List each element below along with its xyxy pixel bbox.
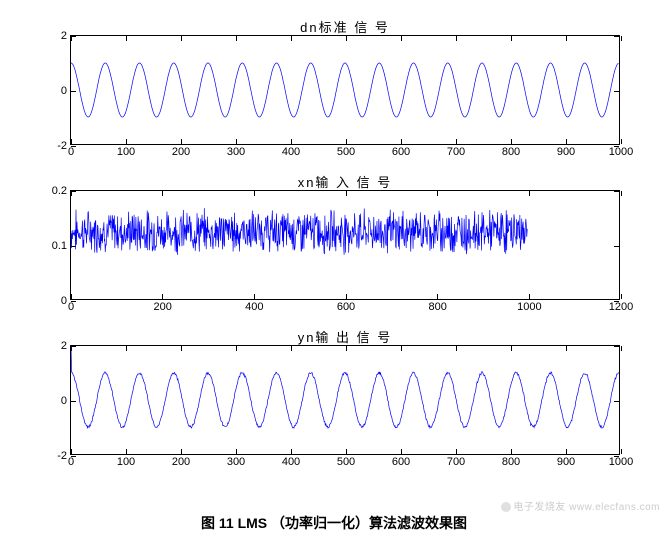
x-tick-label: 600: [392, 146, 410, 158]
subplot-title: xn输 入 信 号: [70, 172, 620, 191]
x-tick-label: 100: [117, 146, 135, 158]
y-tick-label: 0: [61, 85, 67, 97]
plot-dn: dn标准 信 号01002003004005006007008009001000…: [70, 35, 620, 145]
x-tick-label: 400: [245, 301, 263, 313]
x-tick-label: 1000: [609, 456, 633, 468]
x-tick-label: 700: [447, 146, 465, 158]
subplot-title: yn输 出 信 号: [70, 327, 620, 346]
x-tick-label: 600: [337, 301, 355, 313]
y-tick-label: -2: [57, 450, 67, 462]
x-tick-label: 500: [337, 456, 355, 468]
x-tick-label: 400: [282, 456, 300, 468]
x-tick-label: 1200: [609, 301, 633, 313]
x-tick-label: 400: [282, 146, 300, 158]
plot-xn: xn输 入 信 号02004006008001000120000.10.2: [70, 190, 620, 300]
x-tick-label: 600: [392, 456, 410, 468]
y-tick-label: 2: [61, 30, 67, 42]
x-tick-label: 800: [428, 301, 446, 313]
watermark: 电子发烧友 www.elecfans.com: [501, 498, 660, 513]
axes-box: 01002003004005006007008009001000-202: [70, 35, 620, 145]
x-tick-label: 200: [172, 146, 190, 158]
plot-yn: yn输 出 信 号0100200300400500600700800900100…: [70, 345, 620, 455]
y-tick-label: 0: [61, 295, 67, 307]
x-tick-label: 800: [502, 456, 520, 468]
x-tick-label: 300: [227, 146, 245, 158]
x-tick-label: 0: [68, 456, 74, 468]
x-tick-label: 300: [227, 456, 245, 468]
x-tick-label: 200: [172, 456, 190, 468]
x-tick-label: 900: [557, 146, 575, 158]
figure-caption: 图 11 LMS （功率归一化）算法滤波效果图: [0, 513, 668, 533]
x-tick-label: 0: [68, 301, 74, 313]
x-tick-label: 500: [337, 146, 355, 158]
series-line: [71, 36, 619, 144]
x-tick-label: 900: [557, 456, 575, 468]
y-tick-label: 0.1: [52, 240, 67, 252]
series-line: [71, 191, 619, 299]
x-tick-label: 100: [117, 456, 135, 468]
series-line: [71, 346, 619, 454]
y-tick-label: -2: [57, 140, 67, 152]
y-tick-label: 0: [61, 395, 67, 407]
axes-box: 02004006008001000120000.10.2: [70, 190, 620, 300]
x-tick-label: 1000: [517, 301, 541, 313]
x-tick-label: 0: [68, 146, 74, 158]
axes-box: 01002003004005006007008009001000-202: [70, 345, 620, 455]
y-tick-label: 2: [61, 340, 67, 352]
subplot-title: dn标准 信 号: [70, 17, 620, 36]
x-tick-label: 800: [502, 146, 520, 158]
x-tick-label: 1000: [609, 146, 633, 158]
y-tick-label: 0.2: [52, 185, 67, 197]
x-tick-label: 700: [447, 456, 465, 468]
figure-container: dn标准 信 号01002003004005006007008009001000…: [20, 10, 640, 480]
x-tick-label: 200: [153, 301, 171, 313]
